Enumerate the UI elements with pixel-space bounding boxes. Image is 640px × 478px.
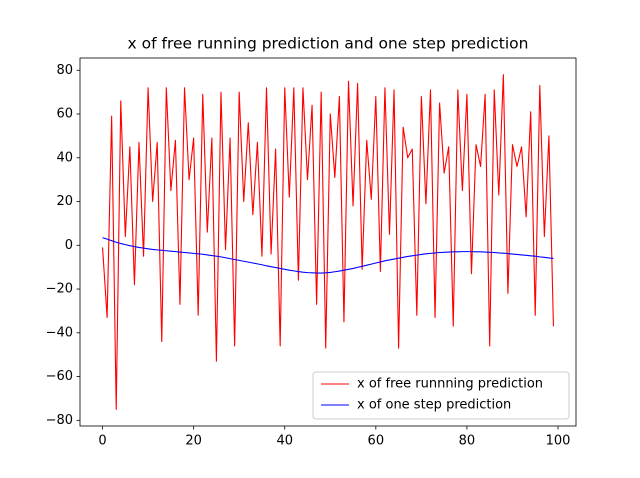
chart-title: x of free running prediction and one ste… xyxy=(128,35,529,53)
y-tick-label: 40 xyxy=(56,150,73,165)
x-tick-label: 80 xyxy=(459,434,476,449)
x-tick-label: 60 xyxy=(368,434,385,449)
y-tick-label: −80 xyxy=(46,413,73,428)
y-tick-label: 60 xyxy=(56,107,73,122)
y-tick-label: −40 xyxy=(46,325,73,340)
legend-box xyxy=(312,371,570,420)
x-tick-label: 40 xyxy=(276,434,293,449)
y-tick-label: 20 xyxy=(56,194,73,209)
x-tick-label: 20 xyxy=(185,434,202,449)
legend-label: x of free runnning prediction xyxy=(357,377,543,392)
y-tick-label: −60 xyxy=(46,369,73,384)
y-tick-label: 80 xyxy=(56,63,73,78)
series-line xyxy=(102,74,554,410)
x-tick-label: 0 xyxy=(98,434,106,449)
series-line xyxy=(102,237,554,274)
axes-frame xyxy=(79,57,577,427)
legend-label: x of one step prediction xyxy=(357,398,511,413)
x-tick-label: 100 xyxy=(546,434,571,449)
y-tick-label: −20 xyxy=(46,282,73,297)
y-tick-label: 0 xyxy=(65,238,73,253)
